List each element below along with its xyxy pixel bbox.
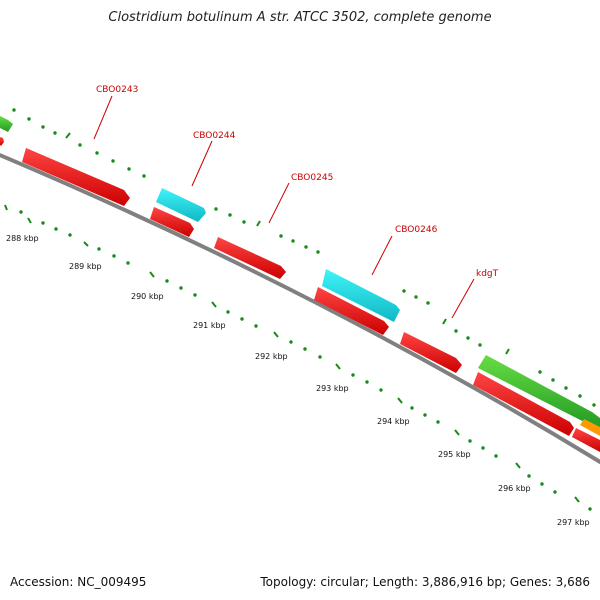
outer-strand-features xyxy=(0,116,600,436)
accession-label: Accession: NC_009495 xyxy=(10,575,147,589)
feature-cbo0244 xyxy=(156,188,206,222)
feature-cbo0246 xyxy=(322,269,400,322)
gene-label-cbo0244: CBO0244 xyxy=(193,131,236,141)
gene-label-cbo0246: CBO0246 xyxy=(395,225,438,235)
scale-track xyxy=(4,204,592,511)
feature-red-left-edge xyxy=(0,137,4,146)
feature-cbo0245 xyxy=(214,237,286,279)
gene-label-cbo0245: CBO0245 xyxy=(291,173,333,183)
scale-label-293: 293 kbp xyxy=(316,384,349,393)
scale-labels: 288 kbp 289 kbp 290 kbp 291 kbp 292 kbp … xyxy=(6,234,590,527)
gene-label-cbo0243: CBO0243 xyxy=(96,85,138,95)
genome-backbone xyxy=(0,152,600,465)
gene-label-leaders xyxy=(93,95,475,319)
scale-label-288: 288 kbp xyxy=(6,234,39,243)
scale-label-294: 294 kbp xyxy=(377,417,410,426)
gene-label-kdgt: kdgT xyxy=(476,269,499,279)
feature-kdgt xyxy=(400,332,462,373)
scale-label-289: 289 kbp xyxy=(69,262,102,271)
scale-label-295: 295 kbp xyxy=(438,450,471,459)
feature-cbo0246-lower xyxy=(314,287,389,335)
scale-label-291: 291 kbp xyxy=(193,321,226,330)
scale-label-296: 296 kbp xyxy=(498,484,531,493)
outer-tick-track xyxy=(12,108,596,407)
feature-cbo0244-lower xyxy=(150,207,194,237)
topology-label: Topology: circular; Length: 3,886,916 bp… xyxy=(260,575,590,589)
feature-red-right xyxy=(473,372,574,436)
scale-label-292: 292 kbp xyxy=(255,352,288,361)
inner-strand-features xyxy=(0,137,600,452)
scale-label-290: 290 kbp xyxy=(131,292,164,301)
map-title: Clostridium botulinum A str. ATCC 3502, … xyxy=(108,10,492,25)
feature-red-right-edge xyxy=(572,428,600,452)
gene-labels: CBO0243 CBO0244 CBO0245 CBO0246 kdgT xyxy=(96,85,499,279)
feature-green-right xyxy=(478,355,600,430)
scale-label-297: 297 kbp xyxy=(557,518,590,527)
feature-green-left-edge xyxy=(0,116,13,132)
feature-orange xyxy=(580,419,600,436)
feature-cbo0243 xyxy=(22,148,130,206)
